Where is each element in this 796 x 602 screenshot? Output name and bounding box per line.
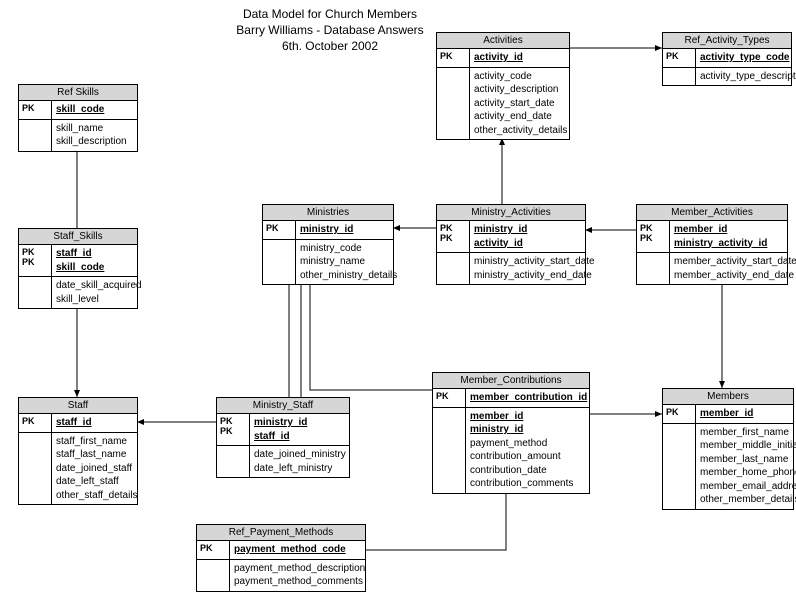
edge-member_contributions-ministries: [310, 273, 432, 390]
entity-header: Member_Activities: [637, 205, 787, 221]
edge-ref_payment_methods-member_contributions: [365, 484, 506, 550]
entity-member_contributions: Member_ContributionsPKmember_contributio…: [432, 372, 590, 494]
entity-activities: ActivitiesPKactivity_idactivity_codeacti…: [436, 32, 570, 140]
diagram-title: Data Model for Church Members Barry Will…: [200, 6, 460, 55]
entity-header: Staff: [19, 398, 137, 414]
entity-ministries: MinistriesPKministry_idministry_codemini…: [262, 204, 394, 285]
entity-member_activities: Member_ActivitiesPKPKmember_idministry_a…: [636, 204, 788, 285]
entity-header: Ref_Activity_Types: [663, 33, 791, 49]
entity-staff_skills: Staff_SkillsPKPKstaff_idskill_codedate_s…: [18, 228, 138, 309]
entity-ref_skills: Ref SkillsPKskill_codeskill_nameskill_de…: [18, 84, 138, 152]
entity-staff: StaffPKstaff_idstaff_first_namestaff_las…: [18, 397, 138, 505]
entity-header: Ministry_Activities: [437, 205, 585, 221]
entity-ministry_activities: Ministry_ActivitiesPKPKministry_idactivi…: [436, 204, 586, 285]
title-line3: 6th. October 2002: [282, 39, 378, 53]
entity-ref_activity_types: Ref_Activity_TypesPKactivity_type_codeac…: [662, 32, 792, 86]
entity-members: MembersPKmember_idmember_first_namemembe…: [662, 388, 794, 510]
entity-header: Activities: [437, 33, 569, 49]
entity-ministry_staff: Ministry_StaffPKPKministry_idstaff_iddat…: [216, 397, 350, 478]
entity-header: Ref Skills: [19, 85, 137, 101]
er-diagram-canvas: Data Model for Church Members Barry Will…: [0, 0, 796, 602]
entity-header: Ref_Payment_Methods: [197, 525, 365, 541]
entity-header: Ministries: [263, 205, 393, 221]
entity-header: Staff_Skills: [19, 229, 137, 245]
entity-header: Members: [663, 389, 793, 405]
entity-ref_payment_methods: Ref_Payment_MethodsPKpayment_method_code…: [196, 524, 366, 592]
entity-header: Member_Contributions: [433, 373, 589, 389]
title-line1: Data Model for Church Members: [243, 7, 417, 21]
title-line2: Barry Williams - Database Answers: [236, 23, 423, 37]
entity-header: Ministry_Staff: [217, 398, 349, 414]
